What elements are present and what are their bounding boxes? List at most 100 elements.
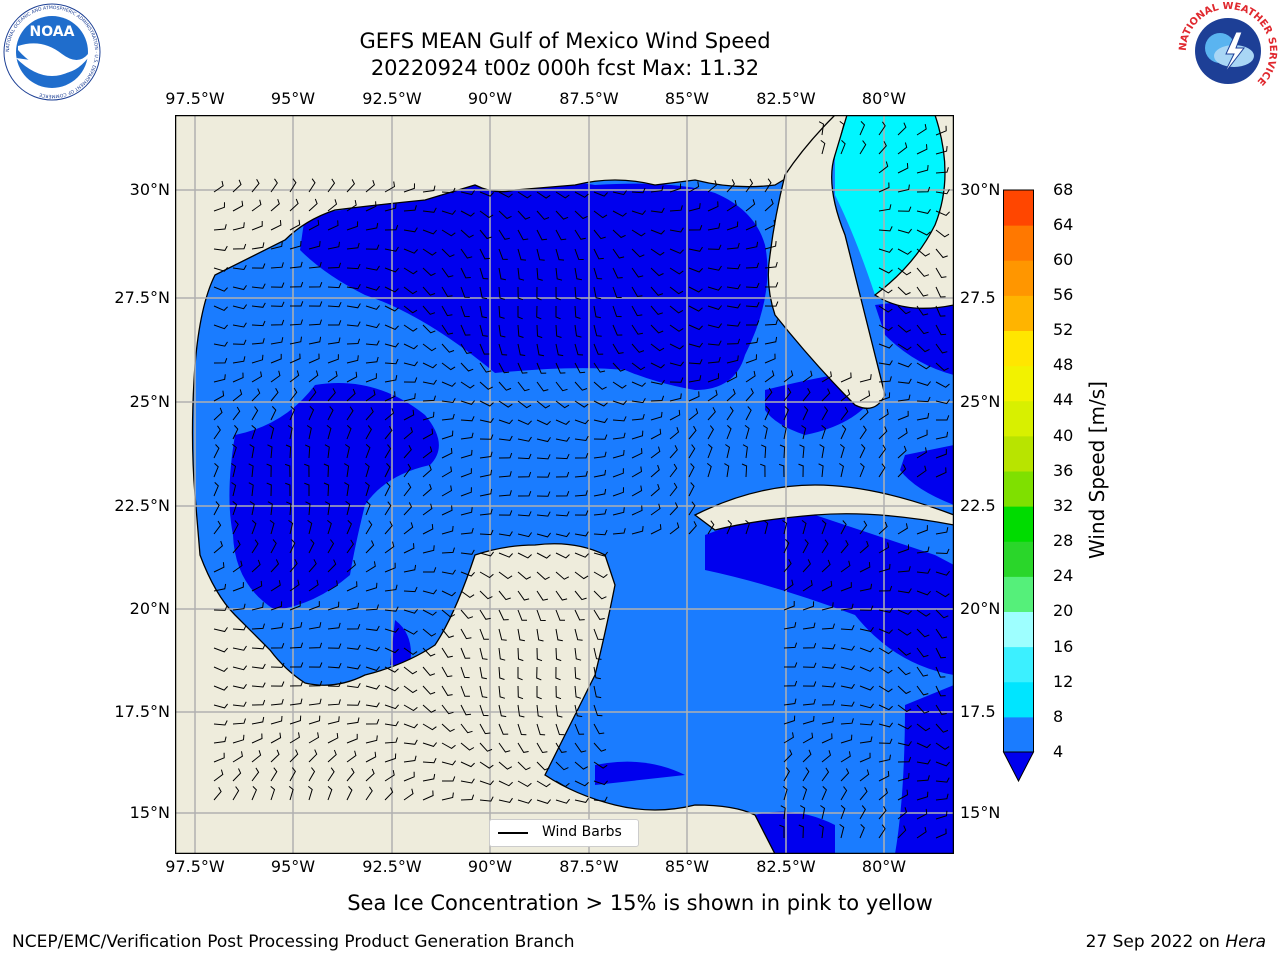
wind-barb [327, 370, 338, 383]
wind-barb [820, 140, 826, 155]
wind-barb [574, 191, 589, 198]
wind-barb [536, 704, 544, 718]
wind-barb [878, 805, 887, 820]
wind-barb [327, 662, 342, 669]
wind-barb [498, 381, 512, 391]
wind-barb [498, 666, 505, 680]
wind-barb [935, 548, 950, 555]
wind-barb [593, 685, 602, 699]
wind-barb [365, 373, 377, 383]
wind-barb [232, 243, 247, 250]
wind-barb [878, 542, 890, 554]
wind-barb [345, 500, 351, 516]
wind-barb [726, 371, 738, 383]
wind-barb [460, 487, 472, 497]
wind-barb [213, 374, 226, 383]
wind-barb [346, 406, 354, 421]
wind-barb [631, 398, 646, 404]
lon-tick-bottom: 90°W [467, 857, 513, 876]
wind-barb [746, 320, 760, 326]
wind-barb [403, 427, 413, 440]
wind-barb [346, 602, 360, 611]
wind-barb [305, 501, 311, 516]
wind-barb [897, 206, 912, 212]
wind-barb [916, 685, 929, 696]
wind-barb [286, 501, 292, 516]
wind-barb [593, 191, 608, 197]
wind-barb [916, 396, 931, 403]
wind-barb [897, 647, 911, 656]
wind-barb [935, 609, 949, 619]
wind-barb [517, 453, 532, 460]
wind-barb [878, 376, 892, 383]
wind-barb [555, 306, 561, 320]
wind-barb [650, 362, 665, 369]
wind-barb [612, 210, 627, 217]
wind-barb [460, 685, 470, 697]
wind-barb [688, 375, 702, 383]
wind-barb [422, 411, 435, 421]
wind-barb [289, 622, 303, 630]
wind-barb [270, 698, 284, 706]
wind-barb [555, 436, 570, 442]
wind-barb [726, 406, 734, 421]
wind-barb [270, 715, 283, 725]
wind-barb [213, 180, 224, 193]
wind-barb [346, 263, 361, 270]
wind-barb [365, 768, 375, 782]
colorbar-tick: 60 [1053, 250, 1074, 269]
wind-barb [536, 666, 542, 681]
wind-barb [365, 666, 380, 671]
wind-barb [403, 502, 413, 516]
colorbar-segment [1003, 716, 1034, 753]
colorbar-tick: 12 [1053, 672, 1074, 691]
sea-ice-note: Sea Ice Concentration > 15% is shown in … [347, 891, 933, 915]
wind-barb [574, 552, 589, 558]
wind-barb [574, 685, 582, 699]
wind-barb [916, 647, 929, 658]
wind-barb [441, 187, 456, 194]
wind-barb [859, 752, 871, 763]
wind-barb [782, 520, 788, 535]
wind-barb [232, 701, 247, 707]
wind-barb [270, 732, 282, 744]
wind-barb [935, 381, 950, 388]
wind-barb [612, 528, 626, 535]
wind-barb [460, 468, 472, 478]
wind-barb [365, 340, 380, 346]
wind-barb [441, 210, 456, 215]
wind-barb [517, 471, 532, 478]
wind-barb [859, 805, 867, 820]
wind-barb [669, 183, 682, 193]
wind-barb [422, 343, 437, 352]
wind-barb [289, 261, 303, 269]
wind-barb [213, 520, 222, 535]
colorbar-tick: 56 [1053, 285, 1074, 304]
wind-barb [707, 223, 721, 231]
wind-barb [821, 406, 829, 421]
wind-barb [232, 389, 243, 402]
wind-barb [346, 303, 361, 309]
wind-barb [232, 501, 238, 516]
wind-barb [365, 389, 376, 402]
wind-barb [327, 601, 340, 611]
wind-barb [574, 248, 584, 260]
wind-barb [821, 388, 831, 402]
map-panel [175, 115, 954, 854]
wind-barb [935, 125, 947, 136]
wind-barb [308, 601, 320, 611]
wind-barb [818, 463, 824, 478]
wind-barb [270, 262, 284, 269]
lon-tick-bottom: 85°W [664, 857, 710, 876]
wind-barb [346, 179, 356, 193]
wind-barb [460, 507, 473, 516]
wind-barb [232, 734, 245, 744]
wind-barb [213, 583, 227, 592]
wind-barb [270, 786, 276, 801]
colorbar-segment [1003, 330, 1034, 367]
wind-barb [251, 221, 263, 231]
wind-barb [859, 540, 869, 554]
wind-barb [384, 541, 395, 554]
wind-barb [403, 361, 419, 367]
wind-barb [479, 267, 489, 280]
